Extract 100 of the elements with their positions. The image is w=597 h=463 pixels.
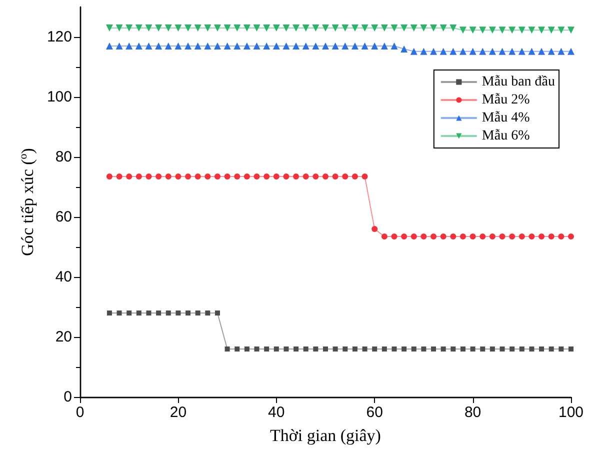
point [410,234,417,240]
point [372,346,378,352]
point [352,346,358,352]
point [322,24,329,32]
point [145,24,152,32]
point [156,174,162,180]
point [224,42,231,50]
point [332,24,339,32]
point [155,24,162,32]
point [380,42,388,50]
point [253,24,260,32]
point [303,346,308,352]
point [322,42,329,50]
point [538,26,546,34]
point [460,346,466,352]
point [342,346,348,352]
point [381,234,388,240]
point [263,42,270,50]
point [518,48,526,55]
point [392,346,397,352]
point [106,42,113,50]
point [510,346,515,352]
point [313,346,318,352]
point [234,42,241,50]
point [450,234,456,240]
point [302,174,309,180]
point [264,346,270,352]
point [342,42,349,50]
legend-label: Mẫu ban đầu [482,74,556,90]
point [166,310,171,316]
point [470,346,476,352]
point [243,42,250,50]
point [126,310,132,316]
point [156,310,162,316]
point [332,346,338,352]
point [272,42,280,50]
point [136,174,142,180]
y-tick-label: 80 [55,148,72,166]
point [558,26,565,34]
point [342,24,349,32]
point [411,346,416,352]
point [214,310,220,316]
point [146,310,152,316]
legend-label: Mẫu 2% [482,92,530,108]
point [372,226,378,232]
point [136,310,142,316]
point [421,346,426,352]
point [332,42,339,50]
point [498,26,506,34]
x-tick-label: 20 [170,404,187,421]
point [254,346,260,352]
point [302,42,310,50]
legend-label: Mẫu 4% [482,110,530,126]
point [284,346,289,352]
point [500,346,505,352]
point [244,174,250,180]
point [194,24,202,32]
point [528,234,535,240]
y-tick-label: 20 [55,328,72,346]
point [440,24,447,32]
point [224,24,231,32]
point [224,174,230,180]
point [548,48,555,55]
point [508,48,516,55]
y-tick-label: 100 [46,88,72,106]
x-tick-label: 80 [464,404,482,421]
point [479,26,486,34]
point [558,48,565,55]
point [116,24,123,32]
point [292,42,300,50]
point [214,174,220,180]
point [126,24,133,32]
point [204,174,211,180]
point [568,234,574,240]
y-axis-title: Góc tiếp xúc (o) [18,148,38,256]
point [135,24,142,32]
point [568,48,574,55]
point [214,24,221,32]
point [224,346,230,352]
point [519,346,524,352]
point [400,24,408,32]
point [323,346,328,352]
point [558,234,564,240]
point [194,42,202,50]
point [469,26,476,34]
point [194,174,201,180]
point [508,26,516,34]
y-tick-label: 120 [46,28,72,46]
point [145,42,152,50]
point [498,48,506,55]
point [509,234,516,240]
point [420,24,428,32]
point [362,346,368,352]
point [243,24,250,32]
point [293,174,300,180]
point [518,26,526,34]
point [135,42,142,50]
point [410,48,418,55]
point [106,310,112,316]
point [263,24,270,32]
